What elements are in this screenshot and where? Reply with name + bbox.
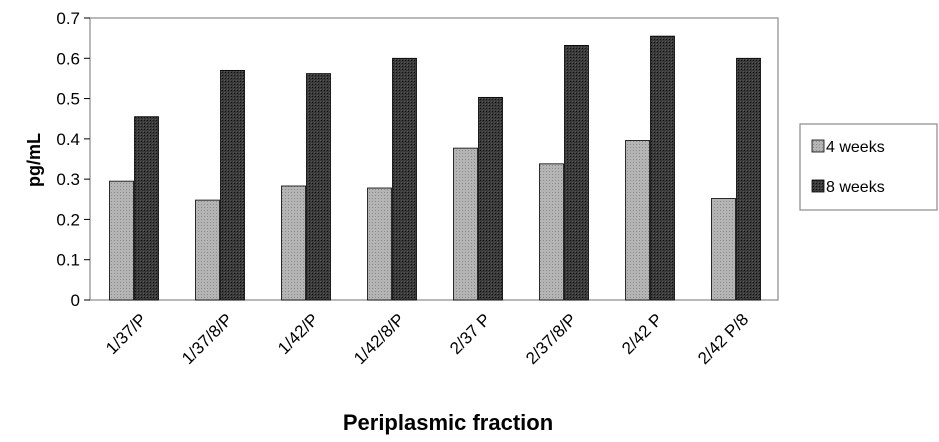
y-tick-label: 0.6 [56, 49, 80, 68]
bar-8-weeks [392, 57, 417, 301]
bar-8-weeks [564, 44, 589, 301]
y-tick-label: 0.5 [56, 90, 80, 109]
bar-4-weeks [109, 180, 134, 301]
bar-4-weeks [453, 147, 478, 301]
x-tick-label: 1/42/P [274, 310, 322, 358]
x-tick-label: 2/42 P/8 [694, 310, 752, 368]
bar-8-weeks [650, 35, 675, 301]
bar-8-weeks [134, 116, 159, 301]
x-axis-title: Periplasmic fraction [343, 410, 553, 435]
bar-8-weeks [306, 73, 331, 301]
x-tick-label: 2/42 P [618, 310, 666, 358]
bar-4-weeks [711, 198, 736, 301]
y-tick-label: 0.3 [56, 170, 80, 189]
bar-4-weeks [625, 140, 650, 301]
bars [109, 35, 761, 301]
x-tick-label: 2/37 P [446, 310, 494, 358]
bar-8-weeks [220, 69, 245, 301]
y-tick-label: 0 [71, 291, 80, 310]
plot-border [89, 17, 779, 301]
legend-swatch [811, 139, 825, 153]
legend-swatch [811, 179, 825, 193]
y-tick-label: 0.1 [56, 251, 80, 270]
legend-entry: 8 weeks [826, 179, 885, 196]
legend: 4 weeks 8 weeks [799, 123, 938, 211]
x-tick-label: 1/37/8/P [178, 310, 236, 368]
bar-4-weeks [195, 199, 220, 301]
x-axis: 1/37/P 1/37/8/P 1/42/P 1/42/8/P 2/37 P 2/37/8… [102, 310, 752, 368]
bar-8-weeks [478, 96, 503, 301]
x-tick-label: 1/42/8/P [350, 310, 408, 368]
y-tick-label: 0.7 [56, 9, 80, 28]
plot-area [89, 17, 779, 301]
y-tick-label: 0.2 [56, 210, 80, 229]
y-tick-label: 0.4 [56, 130, 80, 149]
y-axis-title: pg/mL [24, 133, 44, 187]
bar-4-weeks [367, 187, 392, 301]
bar-8-weeks [736, 57, 761, 301]
bar-4-weeks [281, 185, 306, 301]
legend-entry: 4 weeks [826, 139, 885, 156]
bar-4-weeks [539, 163, 564, 301]
legend-box [799, 123, 938, 211]
x-tick-label: 1/37/P [102, 310, 150, 358]
x-tick-label: 2/37/8/P [522, 310, 580, 368]
y-axis: 0 0.1 0.2 0.3 0.4 0.5 0.6 0.7 [56, 9, 90, 310]
